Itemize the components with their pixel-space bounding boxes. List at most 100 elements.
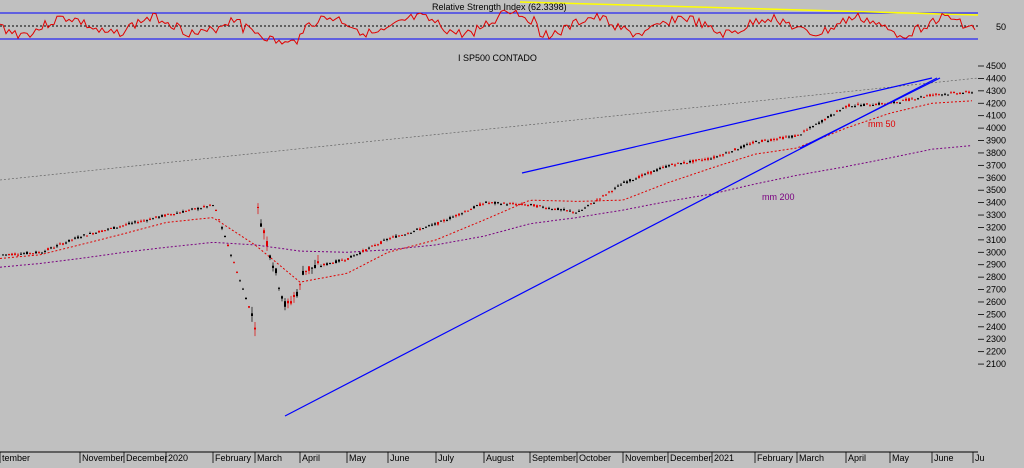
candle-body [641,174,643,177]
candle-body [182,211,184,213]
candle-body [203,206,205,208]
candle-body [395,235,397,238]
candle-body [44,250,46,252]
candle-body [920,96,922,98]
candle-body [635,178,637,180]
candle-body [362,250,364,252]
candle-body [191,208,193,210]
candle-body [251,313,253,316]
candle-body [866,103,868,105]
candle-body [518,203,520,205]
candle-body [797,134,799,136]
candle-body [314,264,316,269]
candle-body [239,280,241,282]
candle-body [749,143,751,145]
candle-body [119,226,121,228]
y-tick-label: 3800 [986,148,1006,158]
candle-body [95,232,97,234]
candle-body [899,102,901,104]
y-tick-label: 2800 [986,272,1006,282]
candle-body [212,205,214,207]
candle-body [164,214,166,217]
candle-body [26,251,28,255]
candle-body [233,262,235,264]
candle-body [617,185,619,187]
candle-body [632,180,634,182]
candle-body [575,212,577,214]
candle-body [605,194,607,196]
candle-body [665,165,667,168]
price-panel: I SP500 CONTADO 4500 4400 4300 4200 4100 4000… [0,53,1006,463]
candle-body [725,152,727,154]
candle-body [407,233,409,235]
candle-body [791,135,793,138]
candle-body [893,101,895,104]
x-tick-label: tember [2,453,30,463]
candle-body [29,252,31,254]
candle-body [593,202,595,204]
candle-body [98,230,100,233]
candle-body [149,218,151,221]
candle-body [20,253,22,255]
candle-body [68,239,70,242]
candle-body [401,234,403,236]
x-tick-label: December [670,453,712,463]
candle-body [854,105,856,107]
candle-body [860,105,862,107]
candle-body [668,165,670,167]
candle-body [815,123,817,125]
y-tick-label: 4400 [986,73,1006,83]
candle-body [254,327,256,330]
mm50-line [0,100,973,283]
candle-body [188,209,190,211]
candle-body [194,208,196,210]
candle-body [335,260,337,264]
candle-body [689,160,691,163]
candle-body [524,204,526,206]
x-tick-label: October [579,453,611,463]
candle-body [950,92,952,94]
candle-body [764,139,766,141]
candle-body [449,217,451,220]
candle-body [503,202,505,204]
candle-body [647,172,649,174]
candle-body [941,94,943,96]
y-tick-label: 3500 [986,185,1006,195]
candle-body [464,211,466,213]
candle-body [305,270,307,273]
candle-body [224,235,226,238]
candle-body [242,288,244,290]
candle-body [356,254,358,256]
candle-body [374,244,376,246]
x-tick-label: May [349,453,367,463]
candle-body [308,266,310,271]
candle-body [758,142,760,144]
candles [2,90,973,337]
candle-body [92,233,94,235]
rsi-title: Relative Strength Index (62.3398) [432,2,567,12]
x-tick-label: May [892,453,910,463]
y-tick-label: 4300 [986,86,1006,96]
x-tick-label: April [848,453,866,463]
candle-body [572,211,574,213]
candle-body [620,184,622,186]
candle-body [215,210,217,212]
y-tick-label: 3700 [986,160,1006,170]
candle-body [152,218,154,220]
candle-body [80,237,82,239]
candle-body [551,209,553,211]
candle-body [818,122,820,124]
candle-body [77,236,79,239]
candle-body [392,236,394,238]
candle-body [116,227,118,229]
candle-body [596,199,598,201]
candle-body [602,195,604,197]
y-tick-label: 3200 [986,222,1006,232]
candle-body [752,141,754,144]
candle-body [938,94,940,96]
candle-body [491,202,493,204]
candle-body [533,204,535,207]
x-tick-label: November [625,453,667,463]
y-tick-label: 4000 [986,123,1006,133]
